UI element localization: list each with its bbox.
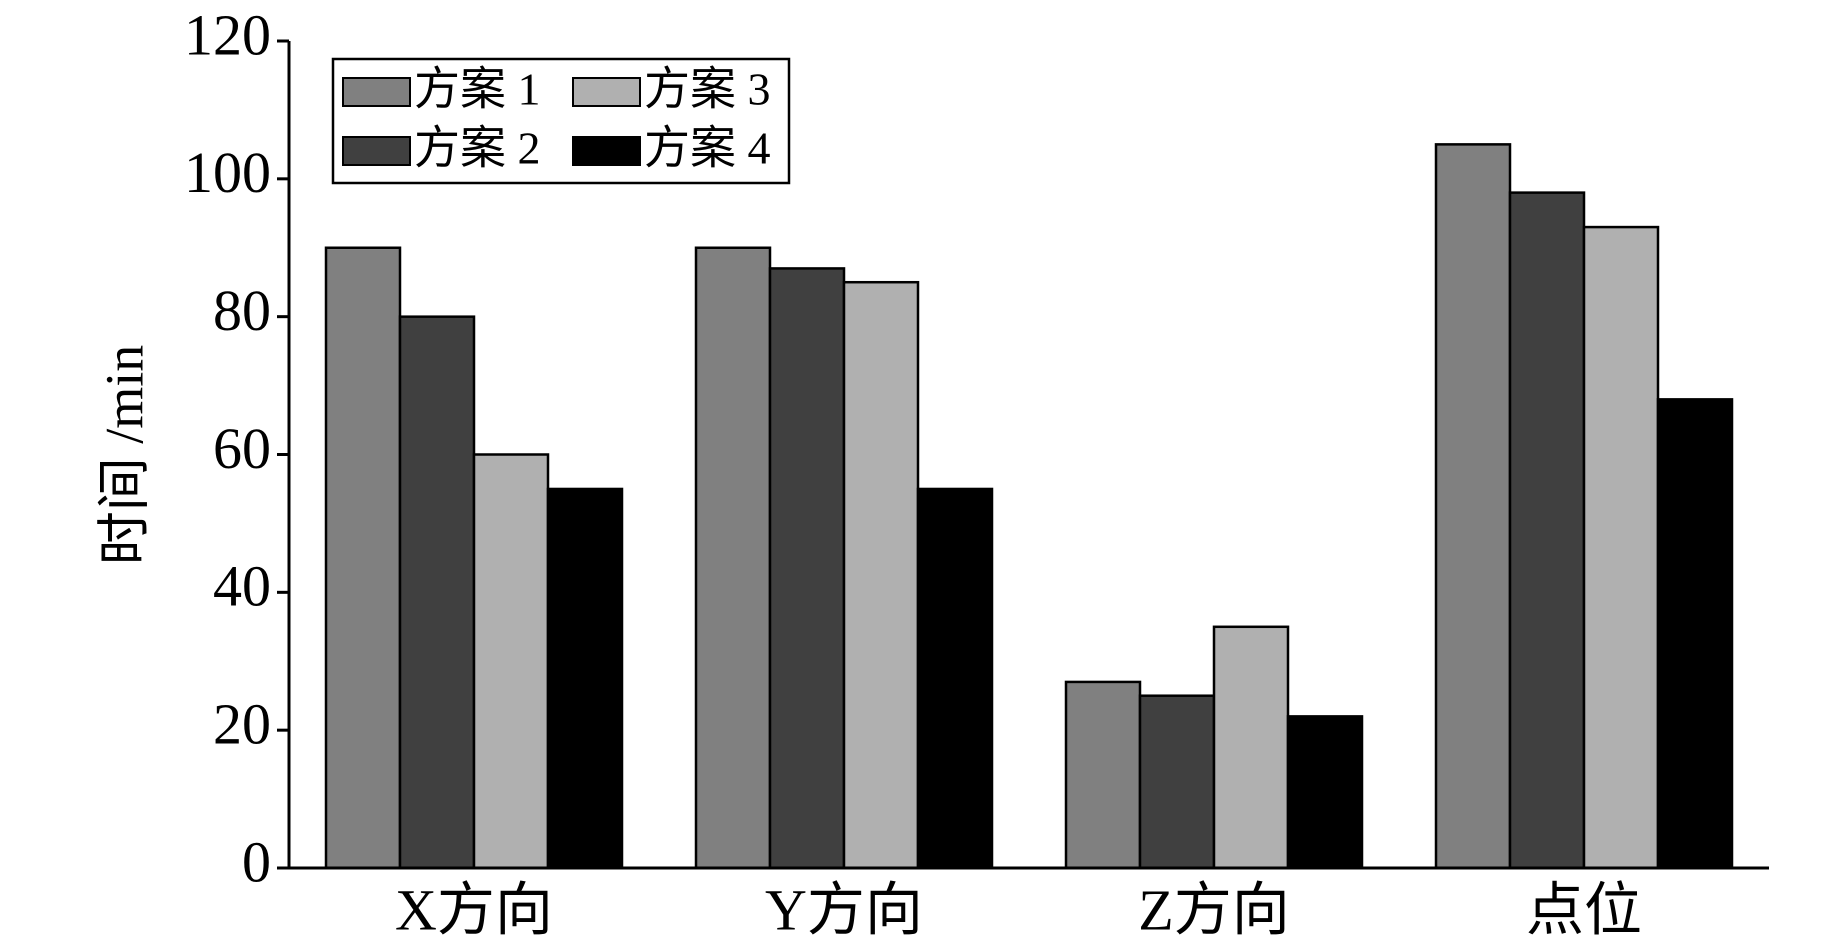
legend-swatch <box>342 77 411 107</box>
bar <box>1212 625 1290 870</box>
y-axis-label: 时间 /min <box>94 345 154 566</box>
legend-label: 方案 2 <box>414 123 541 174</box>
bar <box>694 246 772 870</box>
bar <box>1138 694 1216 870</box>
legend-label: 方案 3 <box>644 64 771 115</box>
legend-label: 方案 1 <box>414 64 541 115</box>
y-tick-label: 40 <box>213 554 271 619</box>
bar <box>916 487 994 870</box>
x-tick-label: Y方向 <box>765 877 923 942</box>
bar <box>1582 225 1660 870</box>
legend-swatch <box>572 136 641 166</box>
y-tick-label: 0 <box>242 829 271 894</box>
x-tick-label: Z方向 <box>1138 877 1289 942</box>
y-tick-label: 60 <box>213 416 271 481</box>
bar <box>768 267 846 870</box>
bar <box>324 246 402 870</box>
bar <box>842 280 920 870</box>
bar <box>1434 143 1512 870</box>
bar <box>1508 191 1586 870</box>
bar <box>1286 715 1364 870</box>
bar <box>546 487 624 870</box>
x-tick-label: X方向 <box>395 877 553 942</box>
bar <box>1064 680 1142 870</box>
bar <box>1656 398 1734 870</box>
y-tick-label: 100 <box>184 140 271 205</box>
legend-swatch <box>572 77 641 107</box>
x-tick-label: 点位 <box>1526 877 1642 942</box>
y-tick-label: 20 <box>213 691 271 756</box>
y-tick-label: 120 <box>184 2 271 67</box>
bar <box>398 315 476 870</box>
y-tick-label: 80 <box>213 278 271 343</box>
legend-swatch <box>342 136 411 166</box>
bar <box>472 453 550 870</box>
legend-label: 方案 4 <box>644 123 771 174</box>
